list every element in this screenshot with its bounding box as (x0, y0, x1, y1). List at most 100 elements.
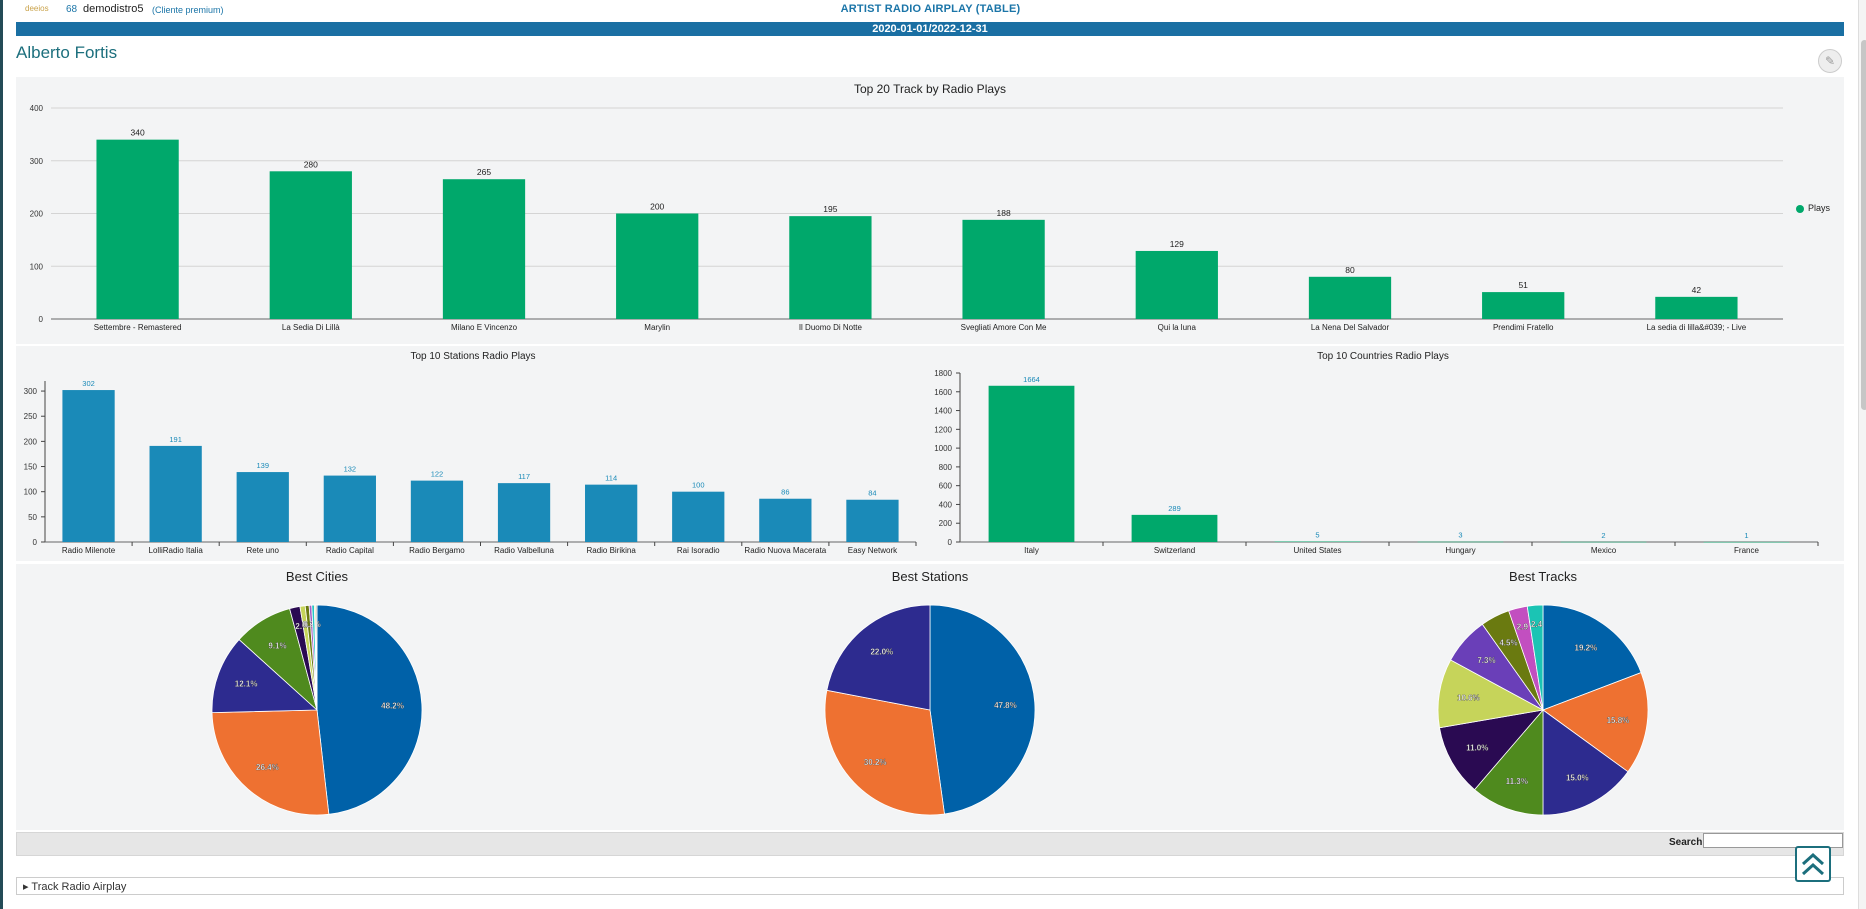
legend-label: Plays (1808, 203, 1831, 213)
back-to-top-button[interactable] (1795, 846, 1831, 882)
x-tick-label: LolliRadio Italia (149, 546, 204, 555)
chart-bar[interactable] (96, 139, 179, 319)
y-tick-label: 1800 (934, 369, 952, 378)
pie-label: 26.4% (256, 763, 279, 772)
chart-bar[interactable] (988, 385, 1075, 542)
chart-bar[interactable] (62, 390, 115, 542)
stations-countries-panel (16, 346, 1844, 561)
y-tick-label: 300 (30, 157, 44, 166)
chart-bar[interactable] (616, 213, 699, 320)
y-tick-label: 0 (39, 315, 44, 324)
data-label: 280 (304, 159, 318, 169)
pie-slice[interactable] (316, 604, 423, 815)
data-label: 3 (1458, 531, 1462, 540)
pie-slice[interactable] (1526, 604, 1544, 711)
chart-bar[interactable] (1655, 296, 1738, 319)
chart-bar[interactable] (1308, 276, 1392, 319)
x-tick-label: Rete uno (247, 546, 280, 555)
chart-bar[interactable] (1131, 514, 1218, 542)
pie-label: 9.1% (268, 642, 286, 651)
pie-slice[interactable] (315, 604, 318, 711)
pie-slice[interactable] (824, 689, 945, 816)
x-tick-label: Easy Network (848, 546, 898, 555)
data-label: 289 (1168, 504, 1181, 513)
pie-slice[interactable] (1473, 708, 1544, 816)
pie-slice[interactable] (1542, 709, 1629, 816)
x-tick-label: Radio Nuova Macerata (744, 546, 826, 555)
chart-bar[interactable] (962, 219, 1045, 319)
x-tick-label: Prendimi Fratello (1493, 323, 1554, 332)
y-tick-label: 300 (24, 387, 38, 396)
data-label: 132 (344, 465, 357, 474)
countries-chart-title: Top 10 Countries Radio Plays (1317, 351, 1449, 362)
data-label: 1 (1744, 531, 1748, 540)
y-tick-label: 150 (24, 463, 38, 472)
x-tick-label: Settembre - Remastered (94, 323, 182, 332)
chart-bar[interactable] (672, 491, 725, 542)
pie-slice[interactable] (1437, 659, 1545, 729)
track-section-label[interactable]: ▸ Track Radio Airplay (23, 881, 127, 893)
chart-bar[interactable] (1417, 541, 1504, 543)
vertical-scrollbar[interactable] (1858, 0, 1866, 909)
scrollbar-thumb[interactable] (1861, 40, 1866, 410)
chart-bar[interactable] (236, 472, 289, 542)
pie-slice[interactable] (1542, 604, 1642, 711)
chart-legend[interactable]: Plays (1796, 203, 1830, 213)
data-label: 117 (518, 472, 530, 481)
chart-bar[interactable] (410, 480, 464, 542)
x-tick-label: Radio Birikina (586, 546, 636, 555)
data-label: 84 (868, 489, 876, 498)
pie-slice[interactable] (1542, 672, 1649, 773)
pie-label: 30.2% (864, 758, 887, 767)
username[interactable]: demodistro5 (83, 3, 144, 15)
chart-bar[interactable] (497, 483, 551, 542)
stations-chart-title: Top 10 Stations Radio Plays (410, 351, 536, 362)
pie-slice[interactable] (826, 604, 931, 711)
pie-label: 2.4 (1531, 620, 1543, 629)
best-tracks-title: Best Tracks (1509, 569, 1577, 584)
best-cities-title: Best Cities (285, 569, 349, 584)
pie-label: 47.8% (994, 701, 1017, 710)
chart-bar[interactable] (759, 498, 812, 542)
track-radio-airplay-section[interactable]: ▸ Track Radio Airplay (16, 877, 1844, 895)
chart-bar[interactable] (442, 179, 526, 319)
date-range-bar: 2020-01-01/2022-12-31 (16, 22, 1844, 36)
chart-bar[interactable] (1560, 541, 1647, 543)
y-tick-label: 400 (939, 500, 953, 509)
pie-label: 15.0% (1566, 773, 1589, 782)
notification-badge[interactable]: 68 (66, 4, 78, 15)
chart-bar[interactable] (1482, 292, 1565, 319)
pie-slice[interactable] (211, 639, 319, 714)
pie-label: 11.3% (1506, 777, 1528, 786)
pencil-icon: ✎ (1824, 54, 1836, 68)
chart-bar[interactable] (1274, 541, 1361, 543)
pie-label: 19.2% (1575, 644, 1598, 653)
chart-bar[interactable] (846, 499, 899, 542)
data-label: 129 (1170, 239, 1184, 249)
brand-logo[interactable]: deeios (25, 4, 49, 13)
chart-bar[interactable] (585, 484, 638, 542)
data-label: 188 (997, 208, 1011, 218)
pie-label: 0. (302, 621, 309, 630)
data-label: 51 (1518, 280, 1528, 290)
chart-bar[interactable] (269, 171, 352, 319)
edit-button[interactable]: ✎ (1818, 49, 1842, 73)
chart-bar[interactable] (789, 216, 872, 319)
chart-bar[interactable] (1135, 250, 1218, 319)
data-label: 1664 (1023, 375, 1040, 384)
x-tick-label: Radio Milenote (62, 546, 116, 555)
chart-bar[interactable] (1703, 541, 1790, 543)
chart-bar[interactable] (323, 475, 376, 542)
search-label: Search (1669, 837, 1703, 848)
pie-label: 0.2% (302, 620, 320, 629)
x-tick-label: Marylin (644, 323, 670, 332)
pie-label: 11.0% (1466, 743, 1488, 752)
pie-slice[interactable] (211, 709, 330, 816)
search-input[interactable] (1703, 833, 1843, 848)
pie-slice[interactable] (929, 604, 1036, 815)
chart-bar[interactable] (149, 445, 202, 542)
data-label: 114 (605, 474, 617, 483)
pie-slice[interactable] (1439, 709, 1545, 791)
pie-label: 0.0 (303, 620, 315, 629)
